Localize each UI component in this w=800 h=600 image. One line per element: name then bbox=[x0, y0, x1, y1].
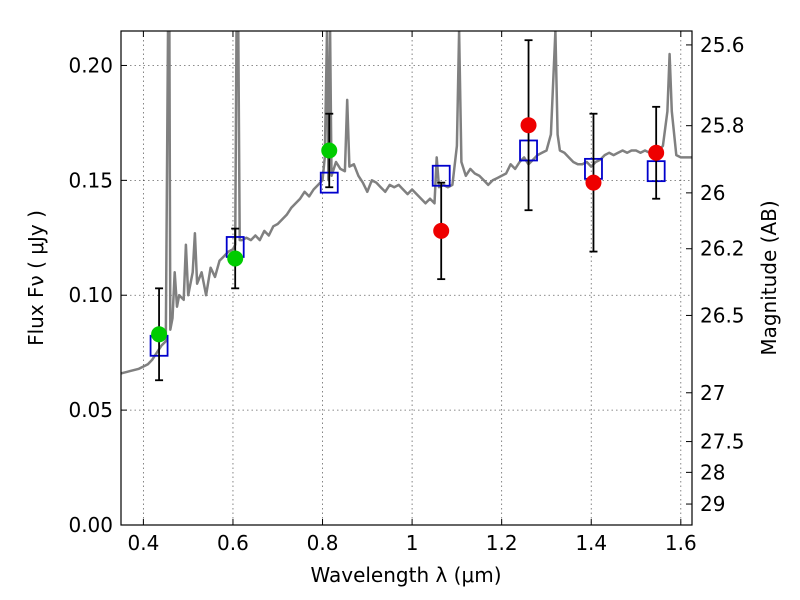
observed-point bbox=[520, 117, 537, 134]
x-tick-label: 1 bbox=[406, 531, 419, 555]
x-tick-label: 1.6 bbox=[665, 531, 697, 555]
x-axis: 0.4 0.6 0.8 1 1.2 1.4 1.6 bbox=[127, 31, 697, 555]
x-tick-label: 1.2 bbox=[486, 531, 518, 555]
right-tick-label: 28 bbox=[700, 460, 725, 484]
right-tick-label: 25.8 bbox=[700, 114, 745, 138]
observed-point bbox=[151, 326, 168, 343]
model-spectrum-layer bbox=[121, 31, 692, 375]
observed-point bbox=[227, 250, 244, 267]
y-tick-label: 0.20 bbox=[68, 53, 113, 77]
markers-layer bbox=[149, 39, 666, 382]
right-tick-label: 27 bbox=[700, 381, 725, 405]
y-tick-label: 0.10 bbox=[68, 283, 113, 307]
observed-point bbox=[321, 142, 338, 159]
right-tick-label: 25.6 bbox=[700, 33, 745, 57]
right-tick-label: 26.5 bbox=[700, 303, 745, 327]
right-tick-label: 29 bbox=[700, 492, 725, 516]
right-magnitude-axis: 25.6 25.8 26 26.2 26.5 27 27.5 28 29 bbox=[686, 33, 745, 516]
grid bbox=[121, 31, 692, 526]
right-tick-label: 26 bbox=[700, 181, 725, 205]
right-axis-label: Magnitude (AB) bbox=[757, 200, 781, 355]
x-tick-label: 1.4 bbox=[575, 531, 607, 555]
y-axis-label: Flux Fν ( μJy ) bbox=[24, 210, 48, 346]
x-tick-label: 0.6 bbox=[217, 531, 249, 555]
plot-frame bbox=[120, 30, 693, 526]
right-tick-label: 26.2 bbox=[700, 237, 745, 261]
y-tick-label: 0.05 bbox=[68, 398, 113, 422]
x-axis-label: Wavelength λ (μm) bbox=[310, 563, 501, 587]
x-tick-label: 0.8 bbox=[307, 531, 339, 555]
y-tick-label: 0.00 bbox=[68, 513, 113, 537]
observed-point bbox=[648, 144, 665, 161]
x-tick-label: 0.4 bbox=[127, 531, 159, 555]
y-axis: 0.00 0.05 0.10 0.15 0.20 bbox=[68, 53, 127, 537]
model-spectrum-line bbox=[121, 31, 692, 375]
y-tick-label: 0.15 bbox=[68, 168, 113, 192]
observed-point bbox=[585, 174, 602, 191]
right-tick-label: 27.5 bbox=[700, 430, 745, 454]
observed-point bbox=[433, 222, 450, 239]
